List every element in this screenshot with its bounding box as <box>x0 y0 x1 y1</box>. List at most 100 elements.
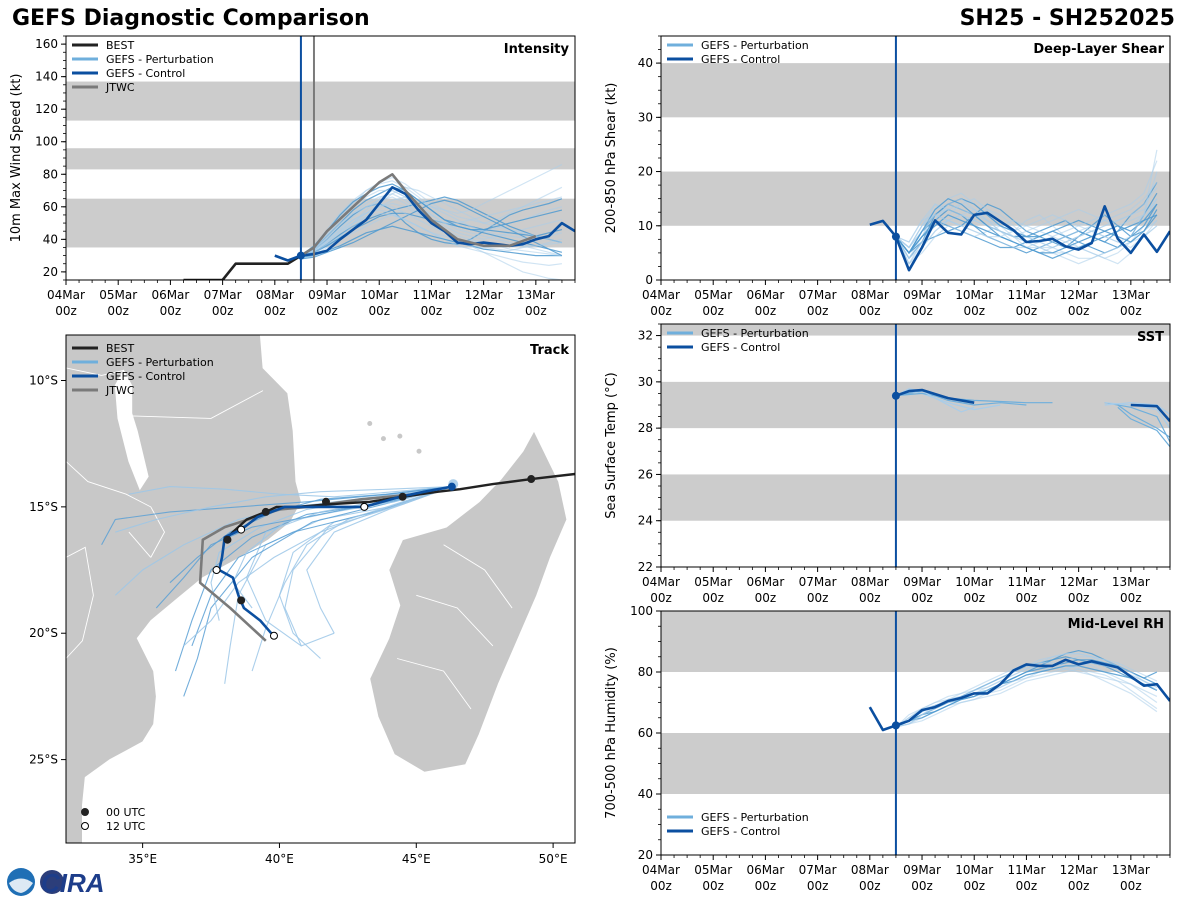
sst-ytick-label: 28 <box>638 421 653 435</box>
sst-perturbation-segment-8 <box>1117 406 1170 448</box>
map-border-line <box>66 461 166 558</box>
track-marker-legend-label: 00 UTC <box>106 806 146 819</box>
intensity-legend-label: GEFS - Perturbation <box>106 53 214 66</box>
track-perturbation-11 <box>232 486 453 609</box>
intensity-ytick-label: 140 <box>35 70 58 84</box>
shear-xtick-sublabel: 00z <box>1120 304 1142 318</box>
track-panel: 10°S 15°S 20°S 25°S 35°E 40°E 45°E 50°E Track BES… <box>29 334 576 866</box>
shear-xtick-label: 09Mar <box>903 288 941 302</box>
rh-xtick-sublabel: 00z <box>650 879 672 893</box>
map-border-line <box>66 695 67 697</box>
track-lat-label: 25°S <box>29 753 58 767</box>
rh-xtick-sublabel: 00z <box>1068 879 1090 893</box>
intensity-perturbation-series-11 <box>300 186 563 257</box>
intensity-init-marker <box>296 251 305 260</box>
intensity-xtick-label: 10Mar <box>360 288 398 302</box>
rh-xtick-sublabel: 00z <box>963 879 985 893</box>
intensity-perturbation-series-9 <box>300 225 562 258</box>
track-best-marker <box>398 492 407 501</box>
sst-xtick-sublabel: 00z <box>702 591 724 605</box>
shear-xtick-label: 05Mar <box>694 288 732 302</box>
shear-xtick-sublabel: 00z <box>1068 304 1090 318</box>
shear-panel: 0 10 20 30 40 04Mar 00z 05Mar 00z 06Mar 00z 07Mar 00… <box>604 35 1171 318</box>
sst-perturbation-segment-6 <box>1117 404 1170 438</box>
track-legend-label: GEFS - Perturbation <box>106 356 214 369</box>
sst-ytick-label: 24 <box>638 514 653 528</box>
track-control-marker <box>212 566 221 575</box>
shear-xtick-label: 04Mar <box>642 288 680 302</box>
track-lat-label: 20°S <box>29 626 58 640</box>
intensity-ytick-label: 20 <box>43 265 58 279</box>
sst-legend-label: GEFS - Control <box>701 341 780 354</box>
rh-title: Mid-Level RH <box>1068 617 1164 632</box>
rh-xtick-sublabel: 00z <box>1016 879 1038 893</box>
rh-xtick-sublabel: 00z <box>755 879 777 893</box>
track-perturbation-0 <box>174 486 453 672</box>
intensity-xtick-sublabel: 00z <box>55 304 77 318</box>
sst-band-2 <box>661 324 1170 336</box>
sst-perturbation-segment-7 <box>1104 402 1170 415</box>
shear-xtick-sublabel: 00z <box>859 304 881 318</box>
track-plot-area <box>66 335 575 843</box>
shear-xtick-sublabel: 00z <box>807 304 829 318</box>
rh-ytick-label: 100 <box>630 604 653 618</box>
map-border-line <box>66 546 94 659</box>
sst-xtick-sublabel: 00z <box>755 591 777 605</box>
shear-xtick-sublabel: 00z <box>755 304 777 318</box>
intensity-control-series-0 <box>274 186 575 262</box>
track-perturbation-17 <box>284 486 453 647</box>
intensity-xtick-label: 04Mar <box>47 288 85 302</box>
track-perturbation-14 <box>183 486 453 647</box>
rh-xtick-label: 08Mar <box>851 863 889 877</box>
rh-legend-label: GEFS - Perturbation <box>701 811 809 824</box>
intensity-xtick-sublabel: 00z <box>473 304 495 318</box>
track-lon-label: 45°E <box>402 852 431 866</box>
intensity-ylabel: 10m Max Wind Speed (kt) <box>9 74 24 243</box>
rh-plot-area <box>661 611 1170 855</box>
shear-xtick-label: 08Mar <box>851 288 889 302</box>
intensity-xtick-label: 09Mar <box>308 288 346 302</box>
rh-xtick-label: 07Mar <box>799 863 837 877</box>
shear-legend-label: GEFS - Control <box>701 53 780 66</box>
sst-band-0 <box>661 474 1170 521</box>
sst-xtick-label: 07Mar <box>799 575 837 589</box>
map-border-line <box>396 658 472 710</box>
rh-xtick-label: 11Mar <box>1007 863 1045 877</box>
rh-xtick-sublabel: 00z <box>807 879 829 893</box>
sst-band-1 <box>661 381 1170 429</box>
shear-ytick-label: 30 <box>638 110 653 124</box>
globe-icon <box>40 870 64 894</box>
sst-ytick-label: 30 <box>638 375 653 389</box>
track-marker-legend-symbol <box>81 822 89 830</box>
cira-logo: CIRA <box>7 868 105 898</box>
rh-xtick-label: 06Mar <box>746 863 784 877</box>
track-perturbation-8 <box>306 486 453 634</box>
rh-xtick-label: 12Mar <box>1060 863 1098 877</box>
shear-xtick-label: 13Mar <box>1112 288 1150 302</box>
rh-panel: 20 40 60 80 100 04Mar 00z 05Mar 00z 06Mar 00z 07Mar… <box>604 604 1171 893</box>
rh-control-series-0 <box>868 658 1170 732</box>
sst-plot-area <box>661 324 1170 567</box>
sst-xtick-sublabel: 00z <box>859 591 881 605</box>
intensity-perturbation-series-18 <box>300 183 563 257</box>
intensity-xtick-sublabel: 00z <box>421 304 443 318</box>
sst-xtick-sublabel: 00z <box>807 591 829 605</box>
intensity-xtick-sublabel: 00z <box>160 304 182 318</box>
map-border-line <box>66 367 124 376</box>
map-lake-malawi <box>114 369 149 491</box>
rh-ytick-label: 20 <box>638 848 653 862</box>
shear-xtick-sublabel: 00z <box>702 304 724 318</box>
shear-xtick-sublabel: 00z <box>650 304 672 318</box>
intensity-xtick-label: 12Mar <box>465 288 503 302</box>
intensity-perturbation-series-17 <box>300 196 563 257</box>
rh-xtick-label: 10Mar <box>955 863 993 877</box>
intensity-xtick-sublabel: 00z <box>316 304 338 318</box>
sst-ytick-label: 32 <box>638 329 653 343</box>
intensity-xtick-sublabel: 00z <box>212 304 234 318</box>
track-best-marker <box>321 497 330 506</box>
map-border-line <box>443 544 513 609</box>
track-jtwc <box>198 492 417 642</box>
track-lon-label: 40°E <box>265 852 294 866</box>
cira-logo-text: CIRA <box>41 868 105 898</box>
sst-xtick-sublabel: 00z <box>1068 591 1090 605</box>
